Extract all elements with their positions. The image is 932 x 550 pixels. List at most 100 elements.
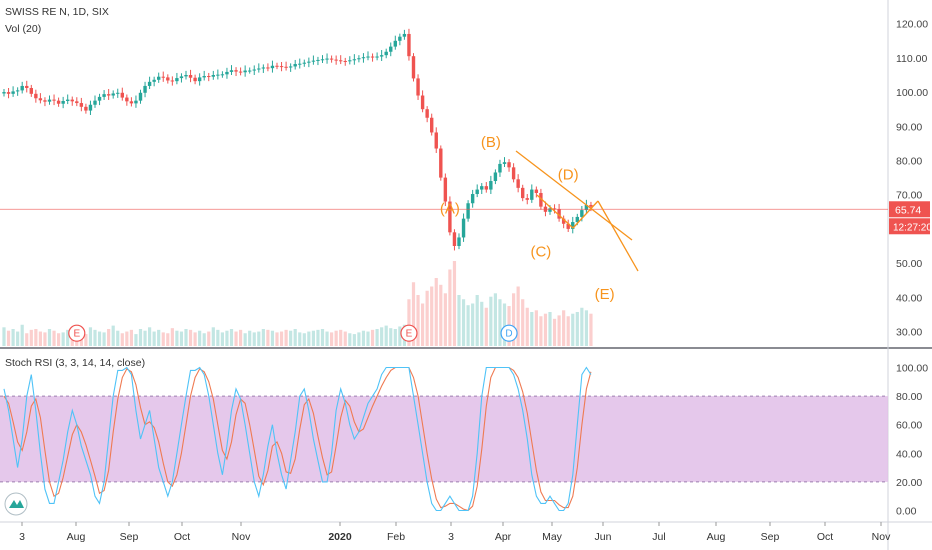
candle-body — [530, 189, 534, 200]
volume-bar — [188, 329, 193, 346]
volume-bar — [589, 313, 593, 346]
volume-bar — [357, 332, 361, 346]
volume-bar — [143, 330, 147, 346]
volume-bar — [157, 329, 161, 346]
candle-body — [448, 201, 452, 233]
volume-bar — [93, 329, 97, 346]
wave-label: (A) — [440, 201, 460, 218]
candle-body — [348, 60, 352, 62]
volume-bar — [571, 313, 575, 346]
candle-body — [548, 208, 552, 212]
candle-body — [170, 80, 175, 82]
logo-mark — [9, 500, 24, 508]
wave-label: (E) — [595, 286, 615, 303]
volume-bar — [289, 330, 293, 346]
volume-bar — [316, 329, 320, 346]
volume-bar — [334, 330, 338, 346]
volume-bar — [307, 331, 311, 346]
stoch-tick-label: 60.00 — [896, 420, 922, 432]
candle-body — [561, 218, 566, 224]
volume-bar — [534, 310, 538, 346]
candle-body — [566, 223, 570, 229]
time-tick-label: Nov — [872, 531, 891, 543]
candle-body — [461, 218, 466, 238]
stoch-rsi-pane — [0, 366, 888, 512]
candle-body — [470, 194, 475, 204]
candle-body — [420, 95, 425, 110]
volume-bar — [416, 295, 420, 346]
volume-bars — [2, 261, 593, 346]
marker-letter: E — [406, 329, 413, 340]
marker-circle — [68, 324, 86, 342]
volume-bar — [16, 331, 20, 346]
volume-bar — [6, 330, 11, 346]
volume-bar — [330, 332, 334, 346]
indicator-label: Stoch RSI (3, 3, 14, 14, close) — [5, 357, 146, 369]
candle-body — [511, 167, 516, 180]
volume-bar — [25, 333, 29, 346]
candle-body — [56, 100, 61, 104]
volume-bar — [311, 330, 315, 346]
volume-bar — [384, 325, 388, 346]
price-tick-label: 70.00 — [896, 190, 922, 202]
volume-bar — [434, 278, 438, 346]
volume-bar — [252, 332, 256, 346]
volume-bar — [575, 312, 579, 346]
candle-body — [521, 187, 525, 199]
candle-body — [193, 77, 197, 82]
candle-body — [466, 203, 470, 219]
volume-bar — [475, 295, 479, 346]
volume-bar — [457, 295, 461, 346]
candle-body — [15, 90, 20, 92]
symbol-title: SWISS RE N, 1D, SIX — [5, 6, 109, 18]
volume-bar — [138, 329, 143, 346]
candle-body — [343, 60, 347, 62]
wave-d-leg — [572, 200, 599, 229]
candle-body — [147, 81, 152, 86]
candle-body — [411, 56, 416, 79]
candle-body — [202, 76, 206, 78]
volume-bar — [66, 329, 70, 346]
candle-body — [207, 76, 211, 78]
candle-body — [257, 68, 261, 70]
time-tick-label: 3 — [448, 531, 454, 543]
stoch-tick-label: 100.00 — [896, 363, 928, 375]
volume-bar — [370, 329, 375, 346]
volume-bar — [516, 286, 520, 346]
lower-trendline — [536, 194, 574, 229]
countdown-tag — [889, 218, 930, 235]
volume-bar — [466, 305, 470, 346]
volume-bar — [234, 331, 238, 346]
candle-body — [34, 93, 38, 99]
volume-bar — [398, 326, 402, 346]
volume-bar — [452, 261, 457, 346]
wave-e-projection — [597, 200, 639, 272]
price-tick-label: 110.00 — [896, 53, 927, 65]
time-tick-label: Sep — [761, 531, 780, 543]
candle-body — [502, 162, 507, 164]
candle-body — [357, 58, 361, 60]
candle-body — [261, 67, 266, 69]
wave-annotations: (A) (B) (C) (D) (E) E E D — [68, 134, 639, 342]
candle-body — [116, 92, 120, 94]
volume-bar — [102, 332, 106, 346]
candle-body — [97, 96, 102, 101]
candle-body — [311, 60, 316, 62]
volume-bar — [193, 332, 197, 346]
volume-bar — [2, 327, 6, 346]
candle-body — [275, 65, 279, 67]
candle-body — [571, 222, 575, 229]
candle-body — [138, 92, 143, 101]
candle-body — [498, 163, 502, 173]
volume-bar — [84, 334, 88, 346]
volume-bar — [543, 313, 548, 346]
volume-bar — [443, 293, 447, 346]
volume-bar — [170, 328, 174, 346]
upper-trendline — [515, 150, 633, 241]
candle-body — [238, 71, 243, 73]
wave-label: (D) — [558, 166, 579, 183]
stoch-tick-label: 80.00 — [896, 391, 922, 403]
volume-bar — [225, 330, 229, 346]
volume-bar — [275, 332, 279, 346]
